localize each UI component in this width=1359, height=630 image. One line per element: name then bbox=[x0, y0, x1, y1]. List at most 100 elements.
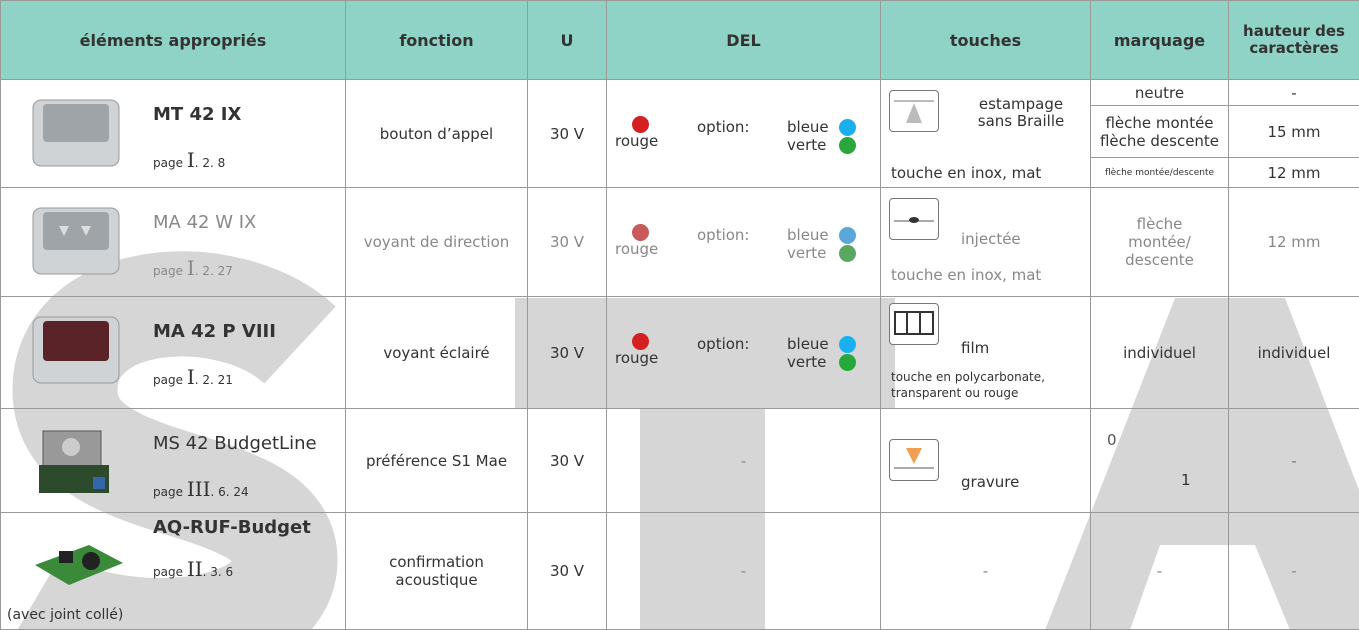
led-option-color: verte bbox=[787, 353, 827, 371]
marking-cell: 0 1 bbox=[1090, 408, 1229, 513]
header-cell: hauteur des caractères bbox=[1228, 0, 1359, 80]
row: MS 42 BudgetLine page III. 6. 24 préfére… bbox=[0, 408, 1359, 513]
header-row: éléments appropriés fonction U DEL touch… bbox=[0, 0, 1359, 80]
function-cell: voyant de direction bbox=[345, 187, 528, 297]
header-cell: U bbox=[527, 0, 607, 80]
marking-cell: flèche montée/ descente bbox=[1090, 187, 1229, 297]
function-cell: confirmation acoustique bbox=[345, 512, 528, 630]
key-finish: gravure bbox=[961, 473, 1020, 491]
led-color: rouge bbox=[615, 349, 659, 367]
key-cell: injectée touche en inox, mat bbox=[880, 187, 1091, 297]
led-cell: rouge option: bleue verte bbox=[606, 296, 881, 409]
led-cell: - bbox=[606, 408, 881, 513]
product-name: MA 42 W IX bbox=[153, 212, 257, 233]
page-label: page bbox=[153, 264, 183, 278]
product-cell: AQ-RUF-Budget page II. 3. 6 (avec joint … bbox=[0, 512, 346, 630]
led-color: rouge bbox=[615, 132, 659, 150]
height-cell: - bbox=[1228, 512, 1359, 630]
row: flèche montée/descente 12 mm bbox=[1, 157, 1359, 188]
key-finish: estampage sans Braille bbox=[977, 95, 1065, 130]
page-volume: III bbox=[186, 477, 211, 501]
led-option-color: bleue bbox=[787, 335, 829, 353]
product-cell: MA 42 P VIII page I. 2. 21 bbox=[0, 296, 346, 409]
header-cell: éléments appropriés bbox=[0, 0, 346, 80]
key-finish: injectée bbox=[961, 230, 1021, 248]
key-icon bbox=[889, 439, 939, 481]
led-option: option: bbox=[697, 335, 750, 353]
led-option: option: bbox=[697, 226, 750, 244]
page-number: . 2. 21 bbox=[194, 373, 233, 387]
led-cell: rouge option: bleue verte bbox=[606, 187, 881, 297]
marking-cell: flèche montée flèche descente bbox=[1090, 105, 1229, 158]
page-volume: II bbox=[186, 557, 203, 581]
height-cell: - bbox=[1228, 408, 1359, 513]
product-image bbox=[32, 207, 120, 275]
page-volume: I bbox=[186, 365, 195, 389]
page-volume: I bbox=[186, 256, 195, 280]
row: flèche montée flèche descente 15 mm bbox=[1, 105, 1359, 158]
led-option: option: bbox=[697, 118, 750, 136]
key-material: touche en polycarbonate, transparent ou … bbox=[891, 370, 1045, 400]
voltage-cell: 30 V bbox=[527, 187, 607, 297]
product-note: (avec joint collé) bbox=[7, 607, 124, 623]
key-finish: film bbox=[961, 339, 990, 357]
function-cell: bouton d’appel bbox=[345, 79, 528, 188]
product-cell: MT 42 IX page I. 2. 8 bbox=[0, 79, 346, 188]
page-ref: page I. 2. 21 bbox=[153, 365, 233, 389]
led-dot bbox=[839, 119, 856, 136]
key-cell: film touche en polycarbonate, transparen… bbox=[880, 296, 1091, 409]
page-label: page bbox=[153, 156, 183, 170]
key-icon bbox=[889, 198, 939, 240]
height-cell: 15 mm bbox=[1228, 105, 1359, 158]
page-ref: page I. 2. 27 bbox=[153, 256, 233, 280]
key-material: touche en inox, mat bbox=[891, 266, 1042, 284]
marking-cell: flèche montée/descente bbox=[1090, 157, 1229, 188]
page-label: page bbox=[153, 485, 183, 499]
header-cell: marquage bbox=[1090, 0, 1229, 80]
product-name: MT 42 IX bbox=[153, 104, 242, 125]
product-image bbox=[32, 316, 120, 384]
marking-label: 0 bbox=[1107, 431, 1117, 449]
page-number: . 6. 24 bbox=[210, 485, 249, 499]
led-dot bbox=[632, 116, 649, 133]
height-cell: individuel bbox=[1228, 296, 1359, 409]
height-cell: 12 mm bbox=[1228, 187, 1359, 297]
led-option-color: verte bbox=[787, 136, 827, 154]
voltage-cell: 30 V bbox=[527, 408, 607, 513]
led-color: rouge bbox=[615, 240, 659, 258]
key-cell: estampage sans Braille touche en inox, m… bbox=[880, 79, 1091, 188]
marking-cell: individuel bbox=[1090, 296, 1229, 409]
led-cell: rouge option: bleue verte bbox=[606, 79, 881, 188]
row: AQ-RUF-Budget page II. 3. 6 (avec joint … bbox=[0, 512, 1359, 630]
led-dot bbox=[632, 224, 649, 241]
page-number: . 2. 8 bbox=[194, 156, 226, 170]
key-cell: - bbox=[880, 512, 1091, 630]
key-material: touche en inox, mat bbox=[891, 164, 1042, 182]
page-label: page bbox=[153, 565, 183, 579]
led-option-color: verte bbox=[787, 244, 827, 262]
led-cell: - bbox=[606, 512, 881, 630]
product-image bbox=[39, 430, 109, 493]
row: MA 42 W IX page I. 2. 27 voyant de direc… bbox=[0, 187, 1359, 297]
page-label: page bbox=[153, 373, 183, 387]
led-dot bbox=[839, 227, 856, 244]
key-cell: gravure bbox=[880, 408, 1091, 513]
header-cell: DEL bbox=[606, 0, 881, 80]
key-icon bbox=[889, 90, 939, 132]
function-cell: préférence S1 Mae bbox=[345, 408, 528, 513]
voltage-cell: 30 V bbox=[527, 512, 607, 630]
led-dot bbox=[839, 137, 856, 154]
page-volume: I bbox=[186, 148, 195, 172]
page-number: . 3. 6 bbox=[202, 565, 234, 579]
product-cell: MS 42 BudgetLine page III. 6. 24 bbox=[0, 408, 346, 513]
height-cell: 12 mm bbox=[1228, 157, 1359, 188]
page-ref: page III. 6. 24 bbox=[153, 477, 249, 501]
led-option-color: bleue bbox=[787, 118, 829, 136]
product-image bbox=[32, 99, 120, 167]
marking-label: 1 bbox=[1181, 471, 1191, 489]
voltage-cell: 30 V bbox=[527, 296, 607, 409]
page-ref: page II. 3. 6 bbox=[153, 557, 233, 581]
header-cell: fonction bbox=[345, 0, 528, 80]
product-name: MS 42 BudgetLine bbox=[153, 433, 317, 454]
